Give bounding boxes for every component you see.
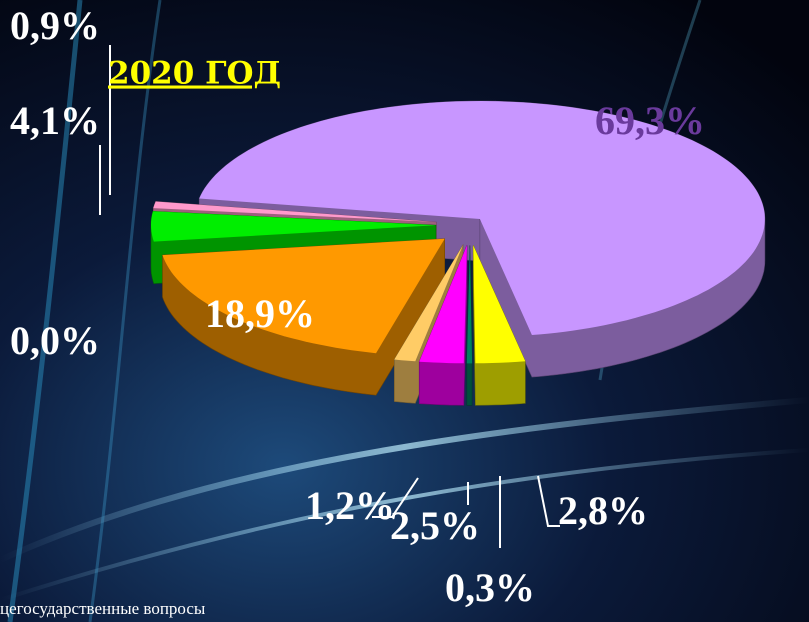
leader-lines <box>99 45 560 548</box>
pie <box>150 100 766 406</box>
data-label: 2,8% <box>558 488 648 533</box>
slice <box>394 245 463 362</box>
data-label: 1,2% <box>305 483 395 528</box>
slice <box>466 245 473 364</box>
data-label: 4,1% <box>10 98 100 143</box>
slice <box>154 227 437 245</box>
data-label: 0,9% <box>10 3 100 48</box>
slice <box>151 211 436 242</box>
data-label: 18,9% <box>205 291 315 336</box>
slice <box>199 101 765 335</box>
data-label: 2,5% <box>390 503 480 548</box>
slice <box>153 201 437 222</box>
chart-title: 2020 ГОД <box>108 56 281 92</box>
slice <box>162 238 445 354</box>
slice <box>473 245 526 364</box>
data-label: 0,3% <box>445 565 535 610</box>
slice <box>419 245 467 364</box>
footnote: цегосударственные вопросы <box>0 599 206 618</box>
data-label: 0,0% <box>10 318 100 363</box>
data-label: 69,3% <box>595 98 705 143</box>
